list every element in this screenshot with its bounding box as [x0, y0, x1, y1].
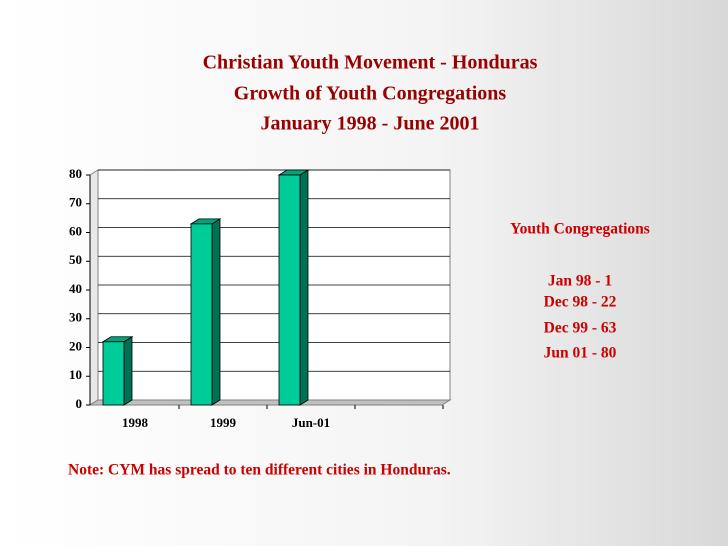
title-line: Growth of Youth Congregations: [234, 83, 507, 105]
title-line: January 1998 - June 2001: [261, 113, 480, 135]
y-tick-label: 10: [69, 367, 82, 382]
y-tick-label: 50: [69, 252, 82, 267]
y-tick-label: 30: [69, 310, 82, 325]
y-tick-label: 70: [69, 195, 82, 210]
x-tick-label: 1998: [122, 415, 149, 430]
y-tick-label: 0: [76, 396, 83, 411]
y-tick-label: 20: [69, 338, 82, 353]
bar-side: [211, 218, 221, 406]
bar: [278, 174, 301, 406]
note: Note: CYM has spread to ten different ci…: [68, 462, 451, 479]
legend-line: Jun 01 - 80: [544, 345, 617, 362]
plot-side-wall: [89, 169, 99, 406]
x-tick-label: 1999: [210, 415, 237, 430]
title-line: Christian Youth Movement - Honduras: [203, 52, 538, 74]
bar-side: [299, 169, 309, 406]
bar: [190, 223, 213, 406]
y-tick-label: 80: [69, 166, 82, 181]
legend-line: Dec 99 - 63: [544, 320, 617, 337]
y-tick-label: 40: [69, 281, 82, 296]
legend-heading: Youth Congregations: [510, 221, 650, 238]
y-tick-label: 60: [69, 223, 82, 238]
legend-line: Dec 98 - 22: [544, 294, 617, 311]
bar-side: [123, 336, 133, 406]
plot-floor: [88, 399, 452, 406]
bar: [102, 341, 125, 406]
x-tick-label: Jun-01: [292, 415, 330, 430]
legend-line: Jan 98 - 1: [548, 273, 612, 290]
